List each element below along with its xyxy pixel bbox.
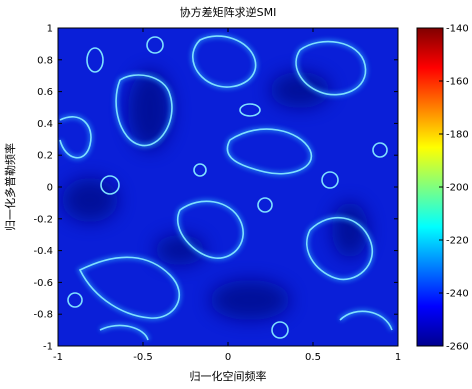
- colorbar-tick-label: -180: [446, 130, 469, 141]
- y-tick-label: 0.4: [37, 119, 53, 130]
- x-tick-label: 1: [395, 352, 401, 363]
- x-axis-label: 归一化空间频率: [190, 369, 267, 383]
- colorbar-tick-label: -200: [446, 183, 469, 194]
- y-tick-label: 0.6: [37, 87, 53, 98]
- y-tick-label: 1: [47, 24, 53, 35]
- y-tick-label: 0: [47, 183, 53, 194]
- colorbar-ticks: -140 -160 -180 -200 -220 -240 -260: [439, 24, 469, 353]
- x-tick-label: -1: [53, 352, 63, 363]
- y-tick-label: -0.2: [33, 214, 53, 225]
- y-axis-label: 归一化多普勒频率: [3, 143, 17, 231]
- heatmap-contours: [59, 35, 393, 341]
- x-axis-ticks: -1 -0.5 0 0.5 1: [53, 28, 401, 363]
- colorbar-tick-label: -240: [446, 289, 469, 300]
- y-tick-label: -1: [43, 342, 53, 353]
- x-tick-label: 0.5: [305, 352, 321, 363]
- heatmap-field: [58, 28, 398, 346]
- colorbar-tick-label: -160: [446, 77, 469, 88]
- x-tick-label: -0.5: [133, 352, 153, 363]
- y-axis-ticks: 1 0.8 0.6 0.4 0.2 0 -0.2 -0.4 -0.6 -0.8 -1: [33, 24, 398, 353]
- colorbar-tick-label: -140: [446, 24, 469, 35]
- colorbar-tick-label: -220: [446, 236, 469, 247]
- colorbar: [416, 27, 444, 347]
- y-tick-label: 0.8: [37, 55, 53, 66]
- y-tick-label: -0.6: [33, 278, 53, 289]
- y-tick-label: 0.2: [37, 151, 53, 162]
- chart-title: 协方差矩阵求逆SMI: [180, 5, 277, 19]
- y-tick-label: -0.8: [33, 310, 53, 321]
- x-tick-label: 0: [225, 352, 231, 363]
- colorbar-tick-label: -260: [446, 342, 469, 353]
- y-tick-label: -0.4: [33, 246, 53, 257]
